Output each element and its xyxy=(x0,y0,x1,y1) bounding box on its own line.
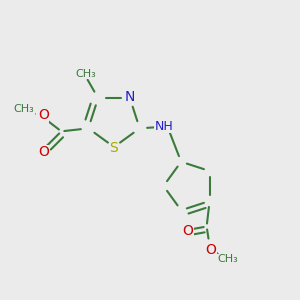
Text: CH₃: CH₃ xyxy=(76,69,97,79)
Text: S: S xyxy=(110,142,118,155)
Text: O: O xyxy=(38,145,49,159)
Text: N: N xyxy=(125,90,135,104)
Text: O: O xyxy=(38,108,49,122)
Text: O: O xyxy=(205,243,216,256)
Text: CH₃: CH₃ xyxy=(14,104,34,114)
Text: NH: NH xyxy=(154,120,173,133)
Text: O: O xyxy=(182,224,193,238)
Text: CH₃: CH₃ xyxy=(217,254,238,265)
